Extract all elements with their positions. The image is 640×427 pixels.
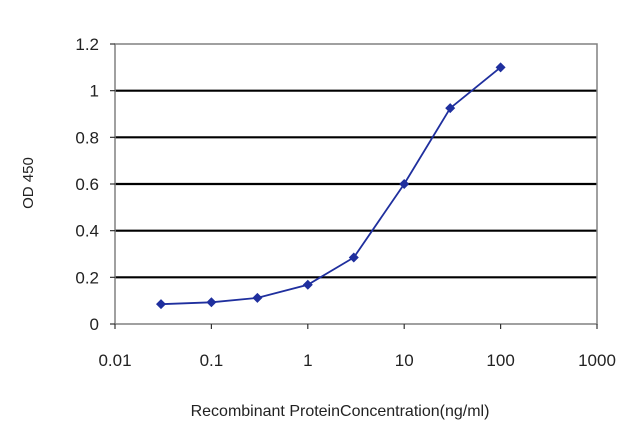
x-tick-label: 100 [486,351,514,370]
data-point [252,292,263,303]
data-point [495,62,506,73]
y-axis-label: OD 450 [20,157,37,209]
series-line [160,66,502,306]
grid-lines [115,89,597,279]
data-point [302,279,313,290]
x-tick-label: 10 [395,351,414,370]
y-tick-label: 0.2 [75,268,99,287]
data-point [155,299,166,310]
y-tick-label: 0.4 [75,222,99,241]
x-tick-label: 0.01 [98,351,131,370]
y-tick-label: 1.2 [75,35,99,54]
data-point [348,252,359,263]
x-tick-label: 0.1 [200,351,224,370]
data-point [206,297,217,308]
x-tick-label: 1000 [578,351,616,370]
y-tick-label: 0.8 [75,128,99,147]
x-axis-ticks: 0.01 0.1 1 10 100 1000 [98,324,616,370]
data-series [155,62,506,310]
y-tick-label: 1 [90,82,99,101]
x-axis-label: Recombinant ProteinConcentration(ng/ml) [191,403,490,420]
y-axis-ticks: 0 0.2 0.4 0.6 0.8 1 1.2 [75,35,115,334]
y-tick-label: 0 [90,315,99,334]
data-point [445,103,456,114]
x-tick-label: 1 [303,351,312,370]
y-tick-label: 0.6 [75,175,99,194]
data-point [399,179,410,189]
